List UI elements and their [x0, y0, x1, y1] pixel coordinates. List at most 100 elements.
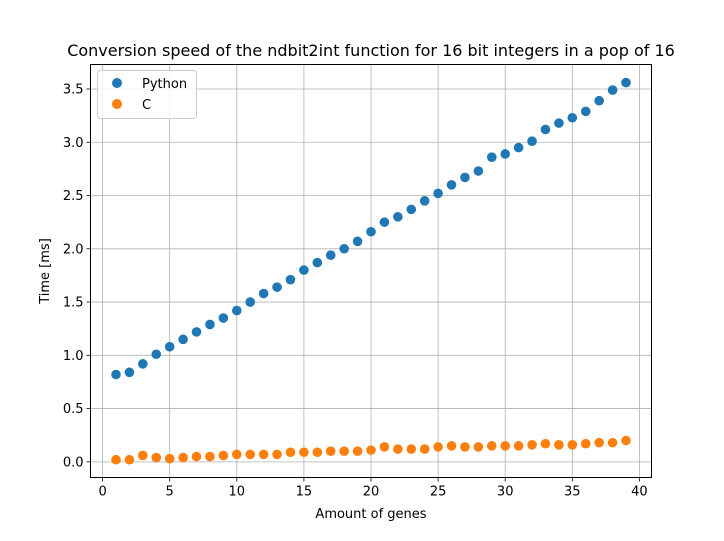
data-points [111, 77, 631, 465]
y-axis-ticks: 0.0 0.5 1.0 1.5 2.0 2.5 3.0 3.5 [63, 83, 91, 470]
series-c [111, 435, 631, 465]
legend-label-c: C [142, 98, 151, 113]
data-point [554, 118, 564, 128]
x-tick-label: 35 [564, 485, 581, 500]
data-point [486, 152, 497, 162]
y-tick-label: 1.0 [63, 349, 84, 364]
data-point [218, 313, 229, 323]
data-point [460, 172, 470, 183]
data-point [164, 341, 175, 352]
data-point [393, 444, 403, 454]
data-point [406, 444, 417, 454]
data-point [607, 85, 618, 95]
data-point [339, 446, 349, 456]
data-point [164, 453, 175, 464]
y-tick-label: 0.5 [63, 402, 84, 417]
data-point [205, 451, 215, 462]
data-point [111, 454, 121, 465]
data-point [554, 439, 564, 450]
data-point [621, 435, 631, 446]
data-point [339, 243, 349, 254]
data-point [419, 444, 430, 454]
grid [90, 64, 652, 478]
data-point [567, 112, 578, 123]
data-point [580, 438, 591, 449]
data-point [245, 297, 256, 307]
data-point [379, 217, 390, 227]
y-tick-label: 3.5 [63, 83, 84, 98]
data-point [513, 142, 524, 153]
data-point [231, 449, 242, 460]
data-point [258, 449, 269, 460]
data-point [366, 445, 376, 455]
y-tick-label: 0.0 [63, 455, 84, 470]
data-point [178, 452, 188, 463]
data-point [352, 446, 363, 456]
legend-marker-c [112, 99, 122, 109]
data-point [366, 226, 376, 237]
data-point [594, 437, 604, 448]
data-point [607, 437, 618, 448]
data-point [473, 442, 484, 452]
data-point [151, 349, 162, 360]
data-point [460, 442, 470, 452]
data-point [178, 334, 188, 345]
data-point [205, 319, 215, 330]
x-tick-label: 20 [363, 485, 380, 500]
data-point [527, 136, 537, 146]
x-tick-label: 15 [296, 485, 313, 500]
data-point [540, 124, 551, 135]
data-point [231, 305, 242, 316]
data-point [272, 449, 282, 460]
data-point [513, 441, 524, 451]
data-point [245, 449, 256, 460]
data-point [285, 447, 296, 458]
x-axis-label: Amount of genes [315, 507, 426, 522]
data-point [527, 439, 537, 450]
data-point [299, 447, 309, 458]
data-point [352, 236, 363, 247]
y-tick-label: 2.5 [63, 189, 84, 204]
data-point [191, 451, 202, 462]
data-point [433, 442, 443, 452]
data-point [621, 77, 631, 88]
data-point [580, 106, 591, 117]
legend-box [97, 70, 197, 119]
data-point [325, 446, 336, 456]
x-tick-label: 25 [430, 485, 447, 500]
series-python [111, 77, 631, 380]
data-point [594, 95, 604, 106]
x-tick-label: 40 [631, 485, 648, 500]
data-point [285, 274, 296, 285]
data-point [124, 454, 135, 465]
data-point [218, 450, 229, 461]
x-tick-label: 0 [98, 485, 106, 500]
x-axis-ticks: 0 5 10 15 20 25 30 35 40 [98, 477, 648, 500]
data-point [191, 327, 202, 337]
data-point [500, 149, 511, 159]
data-point [272, 282, 282, 292]
data-point [379, 442, 390, 452]
data-point [312, 447, 323, 458]
y-tick-label: 3.0 [63, 136, 84, 151]
data-point [540, 438, 551, 449]
x-tick-label: 10 [229, 485, 246, 500]
data-point [138, 450, 148, 461]
data-point [486, 441, 497, 451]
data-point [419, 196, 430, 206]
legend: Python C [97, 70, 197, 119]
data-point [406, 204, 417, 215]
x-tick-label: 5 [166, 485, 174, 500]
data-point [433, 188, 443, 199]
data-point [111, 369, 121, 380]
y-axis-label: Time [ms] [38, 238, 53, 305]
data-point [500, 441, 511, 451]
data-point [446, 180, 457, 190]
legend-marker-python [112, 78, 122, 88]
data-point [473, 166, 484, 176]
data-point [567, 439, 578, 450]
data-point [299, 265, 309, 275]
y-tick-label: 1.5 [63, 296, 84, 311]
